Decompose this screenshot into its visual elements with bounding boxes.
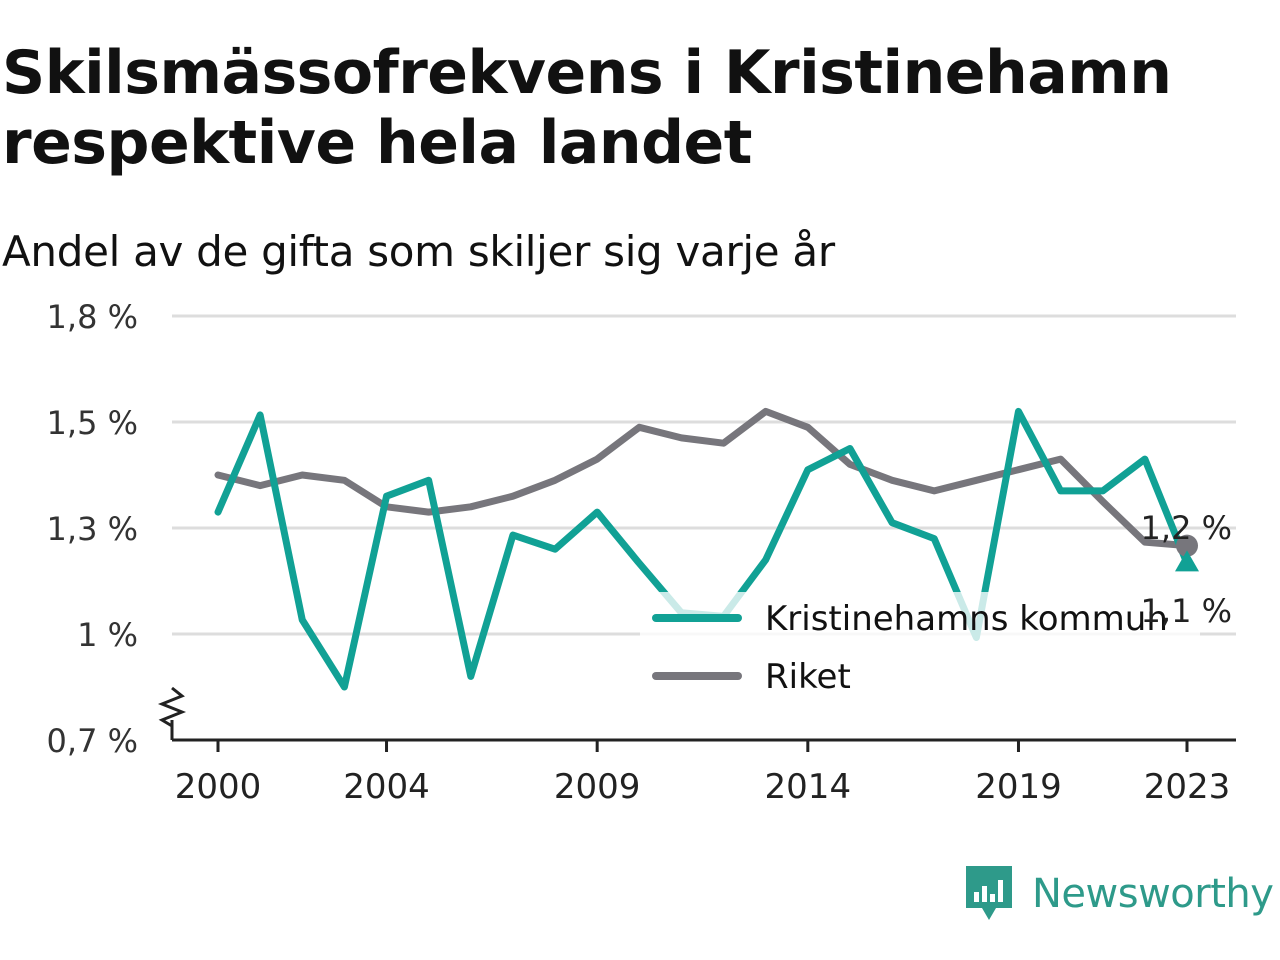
y-tick-label: 0,7 %	[47, 722, 138, 760]
y-tick-label: 1 %	[77, 616, 138, 654]
x-axis-tick-labels: 2000 2004 2009 2014 2019 2023	[175, 767, 1231, 807]
y-tick-label: 1,3 %	[47, 510, 138, 548]
x-axis	[157, 686, 1236, 752]
legend-background	[640, 592, 1200, 708]
end-marker-kristinehamn	[1175, 550, 1199, 572]
end-labels: 1,2 % 1,1 %	[1141, 509, 1232, 630]
x-tick-label: 2014	[765, 767, 852, 807]
chart-title: Skilsmässofrekvens i Kristinehamn respek…	[2, 38, 1172, 178]
legend: Kristinehamns kommun Riket	[640, 592, 1200, 708]
legend-label: Kristinehamns kommun	[765, 599, 1168, 639]
x-tick-label: 2004	[343, 767, 430, 807]
y-axis-break	[157, 686, 187, 728]
y-axis-tick-labels: 0,7 % 1 % 1,3 % 1,5 % 1,8 %	[47, 298, 138, 760]
chart-subtitle: Andel av de gifta som skiljer sig varje …	[2, 227, 835, 276]
end-label-riket: 1,2 %	[1141, 509, 1232, 547]
end-label-kristinehamn: 1,1 %	[1141, 592, 1232, 630]
y-tick-label: 1,8 %	[47, 298, 138, 336]
x-tick-label: 2009	[554, 767, 641, 807]
x-tick-label: 2000	[175, 767, 262, 807]
brand-name: Newsworthy	[1032, 871, 1274, 917]
newsworthy-logo-icon	[966, 866, 1012, 920]
end-marker-riket	[1176, 534, 1198, 557]
x-tick-label: 2023	[1144, 767, 1231, 807]
series-line-riket	[214, 407, 1191, 550]
x-tick-label: 2019	[975, 767, 1062, 807]
newsworthy-brand[interactable]: Newsworthy	[964, 864, 1274, 924]
y-tick-label: 1,5 %	[47, 404, 138, 442]
legend-label: Riket	[765, 657, 851, 697]
